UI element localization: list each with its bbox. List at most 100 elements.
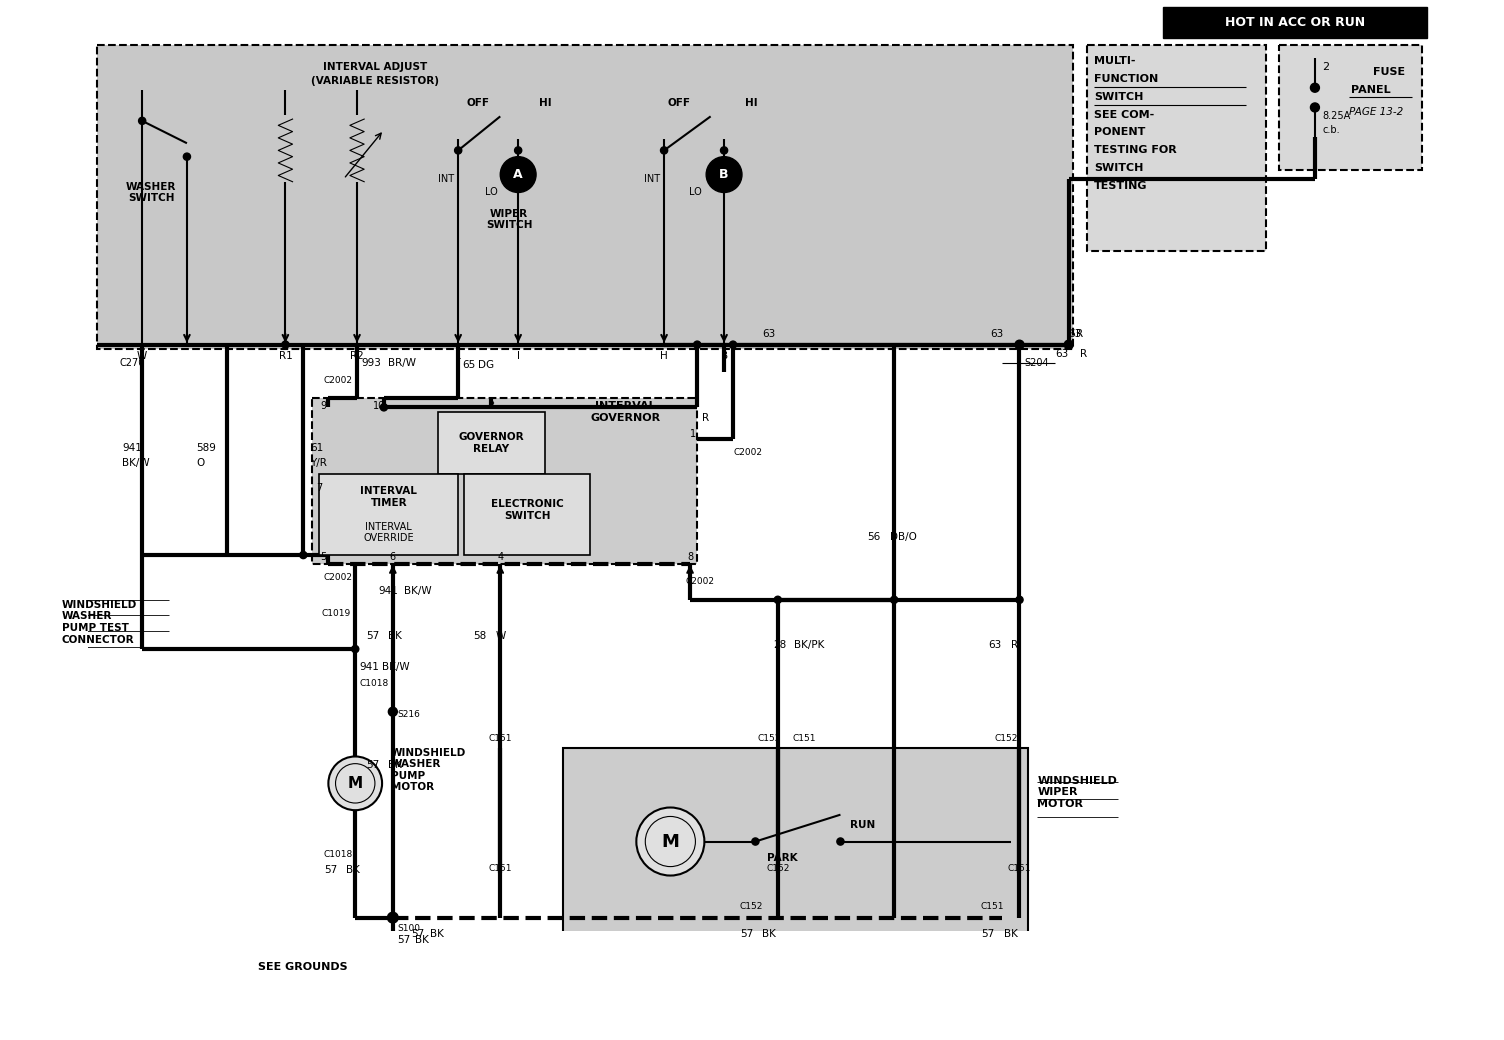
Text: B: B [720, 352, 728, 361]
Text: WIPER
SWITCH: WIPER SWITCH [486, 209, 532, 230]
Text: 10: 10 [373, 400, 385, 411]
Text: WASHER
SWITCH: WASHER SWITCH [126, 182, 176, 203]
Circle shape [1310, 103, 1319, 112]
Text: BK/PK: BK/PK [794, 640, 824, 650]
Text: DG: DG [478, 360, 493, 370]
Text: INT: INT [644, 174, 660, 184]
Text: 589: 589 [196, 443, 215, 452]
Text: TESTING FOR: TESTING FOR [1093, 146, 1176, 155]
Text: 57: 57 [397, 935, 411, 945]
Text: O: O [196, 458, 205, 468]
Text: WINDSHIELD
WASHER
PUMP TEST
CONNECTOR: WINDSHIELD WASHER PUMP TEST CONNECTOR [62, 600, 137, 645]
Circle shape [775, 596, 782, 603]
Bar [1163, 7, 1427, 38]
Text: FUNCTION: FUNCTION [1093, 74, 1158, 84]
Text: PANEL: PANEL [1351, 84, 1390, 95]
Text: 2: 2 [1322, 62, 1330, 72]
Text: BK: BK [1003, 929, 1018, 939]
Circle shape [328, 756, 382, 810]
Text: PAGE 13-2: PAGE 13-2 [1349, 107, 1403, 116]
Text: C2002: C2002 [686, 577, 714, 587]
Bar [562, 748, 1029, 936]
Text: C151: C151 [981, 903, 1005, 911]
Text: 8: 8 [687, 552, 693, 562]
Text: 28: 28 [773, 640, 787, 650]
Text: LO: LO [689, 187, 702, 198]
Circle shape [183, 153, 191, 160]
Circle shape [1015, 340, 1024, 349]
Text: Y/R: Y/R [310, 458, 328, 468]
Text: BK/W: BK/W [403, 586, 432, 596]
Text: C2002: C2002 [732, 447, 763, 457]
Text: BK: BK [430, 929, 444, 939]
Text: PARK: PARK [767, 853, 797, 862]
Text: R2: R2 [350, 352, 364, 361]
Circle shape [752, 838, 760, 846]
Text: C270: C270 [120, 358, 146, 367]
Text: PONENT: PONENT [1093, 128, 1145, 137]
Text: BK/W: BK/W [122, 458, 150, 468]
Text: C2002: C2002 [323, 573, 353, 582]
Text: C1018: C1018 [359, 678, 390, 687]
Text: 57: 57 [411, 929, 424, 939]
Text: BK: BK [388, 630, 402, 641]
Circle shape [1310, 83, 1319, 93]
Text: C152: C152 [757, 734, 781, 743]
Bar [1087, 45, 1266, 251]
Text: C152: C152 [766, 864, 790, 873]
Circle shape [1065, 340, 1074, 349]
Text: WINDSHIELD
WIPER
MOTOR: WINDSHIELD WIPER MOTOR [1038, 776, 1117, 809]
Text: 61: 61 [310, 443, 323, 452]
Circle shape [454, 147, 462, 154]
Text: HI: HI [744, 98, 757, 108]
Bar [319, 474, 459, 555]
Text: BK: BK [346, 865, 359, 876]
Circle shape [636, 807, 704, 876]
Text: WINDSHIELD
WASHER
PUMP
MOTOR: WINDSHIELD WASHER PUMP MOTOR [391, 748, 466, 792]
Text: C152: C152 [994, 734, 1018, 743]
Circle shape [707, 157, 741, 192]
Text: C1019: C1019 [322, 608, 350, 618]
Text: INTERVAL
OVERRIDE: INTERVAL OVERRIDE [364, 522, 414, 544]
Text: 1: 1 [690, 430, 696, 439]
Text: 8.25A: 8.25A [1322, 111, 1351, 122]
Circle shape [660, 147, 668, 154]
Text: c.b.: c.b. [1322, 125, 1340, 135]
Text: BK: BK [415, 935, 429, 945]
Text: L: L [456, 352, 462, 361]
Text: 57: 57 [365, 630, 379, 641]
Text: 7: 7 [316, 483, 322, 493]
Text: 56: 56 [868, 532, 880, 542]
Circle shape [514, 147, 522, 154]
Text: TESTING: TESTING [1093, 181, 1148, 191]
Text: W: W [496, 630, 505, 641]
Circle shape [281, 341, 289, 348]
Text: R: R [702, 413, 708, 423]
Text: C2002: C2002 [323, 376, 352, 385]
Text: C151: C151 [489, 734, 511, 743]
Text: M: M [347, 776, 362, 790]
Text: ELECTRONIC
SWITCH: ELECTRONIC SWITCH [490, 499, 564, 521]
Text: B: B [719, 168, 729, 181]
Text: A: A [513, 168, 523, 181]
Text: S204: S204 [1024, 358, 1048, 367]
Text: W: W [137, 352, 147, 361]
Bar [232, 950, 374, 984]
Circle shape [138, 118, 146, 125]
Text: BK: BK [388, 760, 402, 771]
Text: I: I [517, 352, 520, 361]
Text: BK: BK [763, 929, 776, 939]
Circle shape [1015, 341, 1023, 348]
Text: C151: C151 [793, 734, 817, 743]
Circle shape [388, 707, 397, 717]
Text: MULTI-: MULTI- [1093, 56, 1136, 66]
Circle shape [381, 404, 388, 411]
Circle shape [693, 341, 701, 348]
Text: S216: S216 [397, 710, 420, 719]
Text: SEE COM-: SEE COM- [1093, 109, 1154, 120]
Bar [313, 398, 698, 564]
Text: 993: 993 [361, 358, 382, 367]
Text: 57: 57 [365, 760, 379, 771]
Circle shape [720, 147, 728, 154]
Text: 57: 57 [323, 865, 337, 876]
